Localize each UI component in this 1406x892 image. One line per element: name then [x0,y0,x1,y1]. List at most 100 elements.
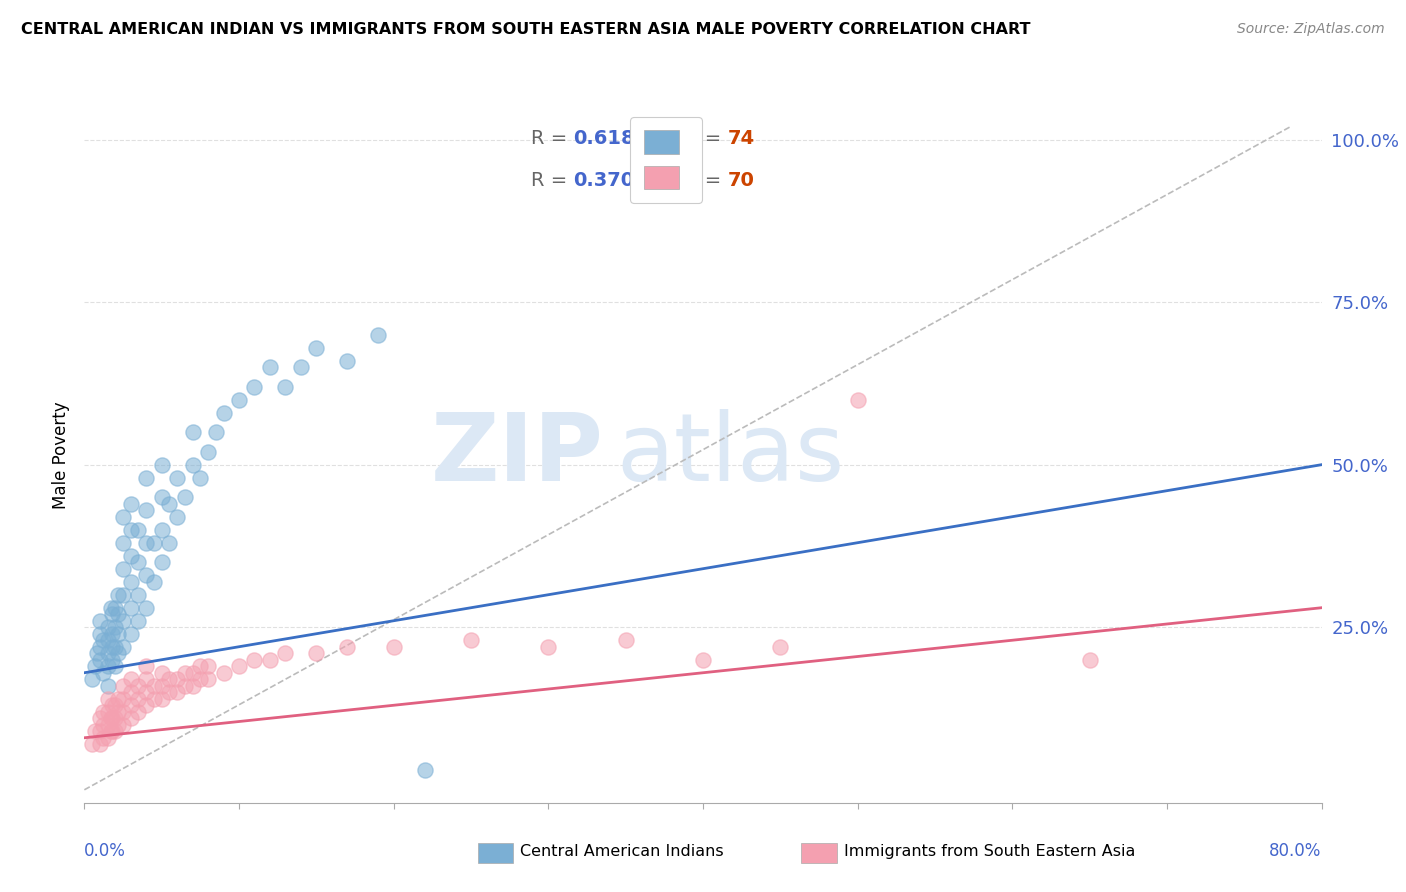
Point [188,659,211,673]
Point [89,724,111,739]
Point [89,640,111,654]
Point [228,659,250,673]
Point [197,444,219,458]
Point [166,685,188,699]
Point [614,633,637,648]
Point [212,406,235,420]
Point [89,653,111,667]
Point [127,555,149,569]
Point [91,718,114,732]
Point [181,665,204,680]
Point [367,327,389,342]
Point [135,568,157,582]
Point [112,705,135,719]
Text: 74: 74 [728,128,755,148]
Point [82,672,104,686]
Point [150,490,173,504]
Point [104,620,127,634]
Point [135,471,157,485]
Point [290,360,312,375]
Point [188,471,211,485]
Point [150,458,173,472]
Point [413,764,436,778]
Point [205,425,228,439]
Point [135,685,157,699]
Point [305,646,328,660]
Point [104,600,127,615]
Y-axis label: Male Poverty: Male Poverty [52,401,70,508]
Text: Source: ZipAtlas.com: Source: ZipAtlas.com [1237,22,1385,37]
Point [107,646,129,660]
Point [174,665,197,680]
Point [101,724,124,739]
Point [104,698,127,713]
Text: CENTRAL AMERICAN INDIAN VS IMMIGRANTS FROM SOUTH EASTERN ASIA MALE POVERTY CORRE: CENTRAL AMERICAN INDIAN VS IMMIGRANTS FR… [21,22,1031,37]
Point [197,659,219,673]
Point [143,691,166,706]
Point [274,379,297,393]
Point [96,620,118,634]
Point [89,614,111,628]
Point [91,731,114,745]
Point [96,705,118,719]
Point [174,490,197,504]
Point [150,665,173,680]
Point [188,672,211,686]
Point [243,653,266,667]
Point [120,549,142,563]
Point [107,626,129,640]
Point [259,653,281,667]
Point [89,737,111,751]
Point [212,665,235,680]
Point [91,665,114,680]
Point [86,646,108,660]
Point [336,640,359,654]
Point [96,646,118,660]
Point [120,600,142,615]
Point [112,691,135,706]
Point [159,535,180,549]
Point [127,523,149,537]
Text: 70: 70 [728,170,755,190]
Point [104,711,127,725]
Point [112,614,135,628]
Point [96,691,118,706]
Point [159,685,180,699]
Point [96,633,118,648]
Point [120,698,142,713]
Point [120,497,142,511]
Point [96,718,118,732]
Point [150,555,173,569]
Text: 0.370: 0.370 [574,170,634,190]
Point [135,659,157,673]
Point [127,691,149,706]
Point [181,425,204,439]
Text: 0.618: 0.618 [574,128,634,148]
Point [150,691,173,706]
Point [101,607,124,622]
Point [127,679,149,693]
Point [120,685,142,699]
Point [143,535,166,549]
Point [120,711,142,725]
Point [382,640,405,654]
Point [135,503,157,517]
Point [846,392,869,407]
Point [89,711,111,725]
Text: N =: N = [685,170,728,190]
Point [84,724,107,739]
Point [166,509,188,524]
Point [101,698,124,713]
Point [107,607,129,622]
Point [159,672,180,686]
Point [336,353,359,368]
Point [112,588,135,602]
Point [305,341,328,355]
Point [82,737,104,751]
Text: ZIP: ZIP [432,409,605,501]
Point [135,600,157,615]
Point [112,562,135,576]
Point [107,588,129,602]
Point [143,574,166,589]
Point [96,679,118,693]
